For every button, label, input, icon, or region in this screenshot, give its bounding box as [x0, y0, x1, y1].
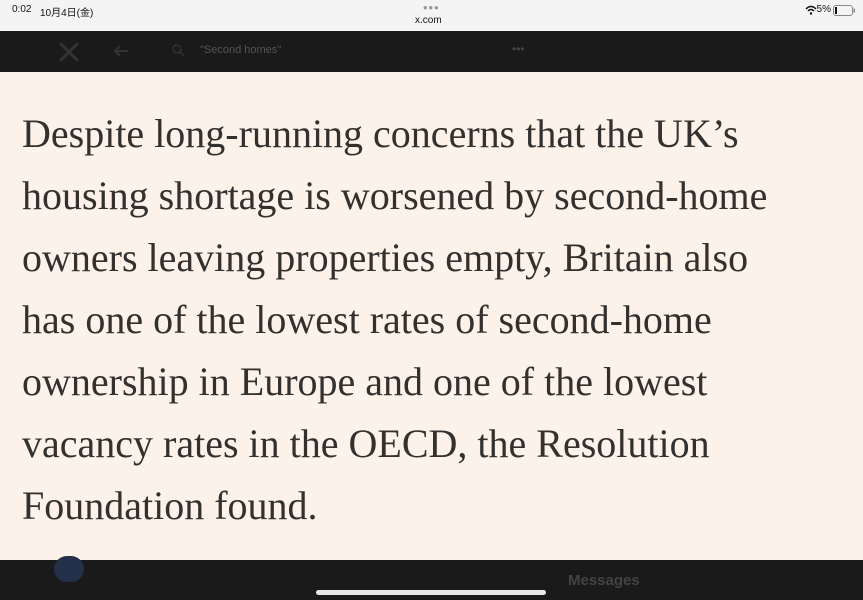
article-line: housing shortage is worsened by second-h…: [22, 173, 768, 218]
article-line: Despite long-running concerns that the U…: [22, 111, 739, 156]
avatar: [54, 556, 84, 582]
x-header: "Second homes" •••: [0, 31, 863, 72]
home-indicator: [316, 590, 546, 595]
search-icon: [172, 44, 185, 57]
wifi-icon: [805, 5, 817, 15]
tab-dots[interactable]: •••: [423, 0, 440, 15]
back-button[interactable]: [113, 44, 129, 58]
time: 0:02: [12, 4, 32, 15]
search-query[interactable]: "Second homes": [200, 44, 282, 56]
article-line: vacancy rates in the OECD, the Resolutio…: [22, 421, 710, 466]
more-button[interactable]: •••: [512, 42, 525, 56]
image-viewer: Despite long-running concerns that the U…: [0, 72, 863, 560]
status-bar: 0:02 10月4日(金) ••• x.com 5%: [0, 0, 863, 31]
x-logo[interactable]: [58, 42, 80, 62]
battery-level: 5%: [816, 4, 831, 15]
article-line: Foundation found.: [22, 483, 318, 528]
article-line: has one of the lowest rates of second-ho…: [22, 297, 712, 342]
date: 10月4日(金): [40, 8, 94, 19]
messages-title[interactable]: Messages: [568, 572, 640, 589]
article-line: owners leaving properties empty, Britain…: [22, 235, 749, 280]
battery-icon: [833, 5, 855, 16]
article-line: ownership in Europe and one of the lowes…: [22, 359, 708, 404]
url[interactable]: x.com: [415, 15, 442, 26]
